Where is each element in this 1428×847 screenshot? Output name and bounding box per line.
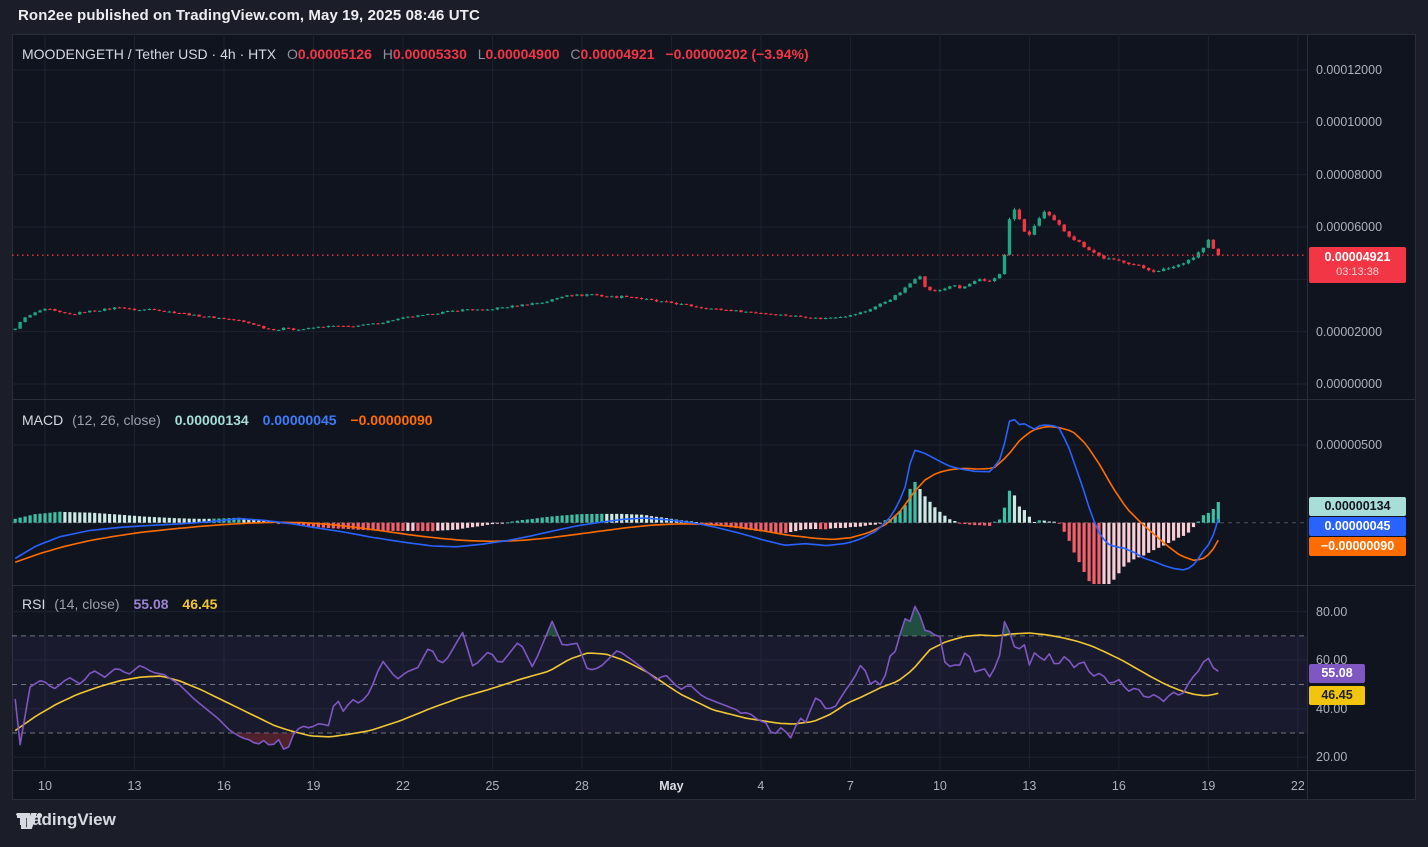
low-value: 0.00004900 (485, 46, 560, 62)
price-axis[interactable] (1307, 34, 1416, 770)
open-value: 0.00005126 (297, 46, 372, 62)
rsi-axis-label: 60.00 (1316, 653, 1348, 668)
macd-hist-badge: 0.00000134 (1309, 497, 1406, 516)
price-axis-label: 0.00012000 (1316, 62, 1383, 77)
macd-signal-value: −0.00000090 (350, 412, 433, 428)
rsi-axis-label: 20.00 (1316, 750, 1348, 765)
macd-legend: MACD (12, 26, close) 0.00000134 0.000000… (22, 412, 433, 428)
price-panel[interactable] (12, 34, 1307, 399)
tradingview-logo[interactable]: TradingView (16, 810, 116, 830)
rsi-title[interactable]: RSI (22, 596, 46, 612)
chart-frame (12, 34, 1416, 800)
price-axis-label: 0.00006000 (1316, 219, 1383, 234)
time-axis-label: 25 (485, 779, 500, 793)
time-axis-label: 19 (1201, 779, 1216, 793)
close-label: C (570, 46, 581, 62)
symbol-title[interactable]: MOODENGETH / Tether USD · 4h · HTX (22, 46, 277, 62)
time-axis-label: 19 (306, 779, 321, 793)
close-value: 0.00004921 (580, 46, 655, 62)
rsi-params: (14, close) (54, 596, 120, 612)
macd-line-badge: 0.00000045 (1309, 517, 1406, 536)
rsi-panel[interactable] (12, 585, 1307, 769)
time-axis-label: 16 (1111, 779, 1126, 793)
macd-hist-value: 0.00000134 (174, 412, 249, 428)
rsi-legend: RSI (14, close) 55.08 46.45 (22, 596, 217, 612)
time-axis-label: 10 (38, 779, 52, 793)
high-value: 0.00005330 (392, 46, 467, 62)
price-axis-label: 0.00008000 (1316, 167, 1383, 182)
time-axis-label: 13 (1022, 779, 1037, 793)
symbol-legend: MOODENGETH / Tether USD · 4h · HTX O0.00… (22, 46, 809, 62)
time-axis-label: 4 (757, 779, 765, 793)
banner-text: Ron2ee published on TradingView.com, May… (18, 7, 480, 24)
macd-params: (12, 26, close) (72, 412, 161, 428)
change-value: −0.00000202 (−3.94%) (665, 46, 809, 62)
low-label: L (477, 46, 486, 62)
rsi-axis-label: 40.00 (1316, 701, 1348, 716)
rsi-axis-label: 80.00 (1316, 604, 1348, 619)
rsi-ma-badge: 46.45 (1309, 686, 1365, 705)
time-axis-label: 22 (1290, 779, 1305, 793)
time-axis-label: May (659, 779, 684, 793)
macd-axis-label: 0.00000500 (1316, 438, 1383, 452)
price-axis-label: 0.00000000 (1316, 377, 1383, 391)
high-label: H (382, 46, 393, 62)
bar-countdown: 03:13:38 (1336, 265, 1379, 278)
macd-title[interactable]: MACD (22, 412, 64, 428)
price-axis-label: 0.00010000 (1316, 115, 1383, 130)
open-label: O (287, 46, 298, 62)
time-axis-label: 7 (846, 779, 854, 793)
rsi-value: 55.08 (133, 596, 169, 612)
rsi-ma-value: 46.45 (182, 596, 218, 612)
rsi-badge: 55.08 (1309, 664, 1365, 683)
time-axis-label: 22 (396, 779, 410, 793)
time-axis[interactable] (12, 770, 1307, 800)
time-axis-label: 16 (217, 779, 231, 793)
price-axis-label: 0.00002000 (1316, 324, 1383, 339)
tradingview-logo-icon (17, 812, 43, 829)
time-axis-label: 28 (574, 779, 589, 793)
time-axis-label: 10 (932, 779, 947, 793)
last-price-badge: 0.00004921 03:13:38 (1309, 247, 1406, 283)
last-price-value: 0.00004921 (1324, 250, 1391, 265)
macd-line-value: 0.00000045 (262, 412, 337, 428)
time-axis-label: 13 (127, 779, 142, 793)
macd-signal-badge: −0.00000090 (1309, 537, 1406, 556)
